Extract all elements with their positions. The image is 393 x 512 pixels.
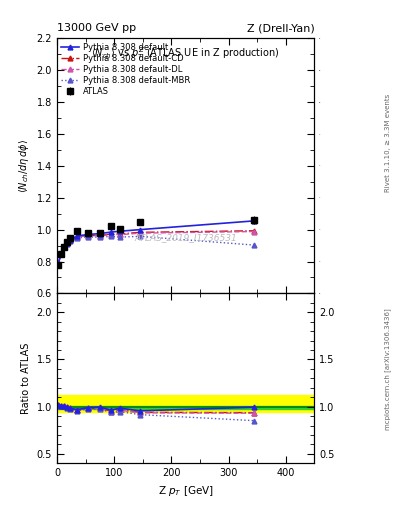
Pythia 8.308 default-MBR [109,233,114,240]
Pythia 8.308 default-CD [62,244,66,250]
Pythia 8.308 default-MBR [138,233,142,240]
Pythia 8.308 default-MBR [62,244,66,250]
Pythia 8.308 default-CD [59,250,64,256]
Bar [57,395,314,412]
Pythia 8.308 default-CD [252,228,257,234]
Line: Pythia 8.308 default-DL: Pythia 8.308 default-DL [56,229,257,266]
Pythia 8.308 default-DL [252,228,257,234]
Text: $\langle N_{ch}\rangle$ vs $p_T^Z$ (ATLAS UE in Z production): $\langle N_{ch}\rangle$ vs $p_T^Z$ (ATLA… [92,45,280,61]
Text: Z (Drell-Yan): Z (Drell-Yan) [247,23,314,33]
Pythia 8.308 default-MBR [56,260,61,266]
Line: Pythia 8.308 default-MBR: Pythia 8.308 default-MBR [56,234,257,266]
Text: 13000 GeV pp: 13000 GeV pp [57,23,136,33]
Pythia 8.308 default-DL [59,250,64,256]
Pythia 8.308 default-DL [75,234,79,240]
Pythia 8.308 default [97,230,102,237]
Line: Pythia 8.308 default: Pythia 8.308 default [56,219,257,266]
Pythia 8.308 default-DL [64,241,69,247]
Pythia 8.308 default-CD [56,260,61,266]
Pythia 8.308 default-MBR [97,234,102,240]
Pythia 8.308 default-DL [62,244,66,250]
Pythia 8.308 default-MBR [64,241,69,247]
Pythia 8.308 default [62,243,66,249]
X-axis label: Z $p_T$ [GeV]: Z $p_T$ [GeV] [158,484,214,498]
Pythia 8.308 default-CD [68,237,72,243]
Pythia 8.308 default-DL [118,231,122,238]
Pythia 8.308 default-MBR [86,234,91,240]
Pythia 8.308 default-MBR [75,235,79,241]
Pythia 8.308 default-MBR [68,238,72,244]
Pythia 8.308 default-CD [64,241,69,247]
Pythia 8.308 default [64,240,69,246]
Pythia 8.308 default [75,233,79,239]
Pythia 8.308 default-DL [109,231,114,238]
Pythia 8.308 default-DL [97,232,102,239]
Pythia 8.308 default-CD [86,232,91,239]
Pythia 8.308 default-DL [138,230,142,236]
Pythia 8.308 default-DL [86,232,91,239]
Legend: Pythia 8.308 default, Pythia 8.308 default-CD, Pythia 8.308 default-DL, Pythia 8: Pythia 8.308 default, Pythia 8.308 defau… [59,41,192,98]
Line: Pythia 8.308 default-CD: Pythia 8.308 default-CD [56,228,257,266]
Y-axis label: $\langle N_{ch}/d\eta\,d\phi\rangle$: $\langle N_{ch}/d\eta\,d\phi\rangle$ [17,139,31,193]
Pythia 8.308 default-DL [56,260,61,266]
Pythia 8.308 default [118,228,122,234]
Pythia 8.308 default [86,231,91,238]
Pythia 8.308 default-MBR [118,234,122,240]
Pythia 8.308 default-CD [109,231,114,237]
Pythia 8.308 default [68,237,72,243]
Pythia 8.308 default [59,250,64,256]
Pythia 8.308 default [252,218,257,224]
Text: ATLAS_2019_I1736531: ATLAS_2019_I1736531 [134,233,237,242]
Pythia 8.308 default-CD [118,231,122,237]
Pythia 8.308 default [138,226,142,232]
Pythia 8.308 default-MBR [59,250,64,256]
Bar [57,406,314,409]
Pythia 8.308 default-CD [138,229,142,236]
Text: mcplots.cern.ch [arXiv:1306.3436]: mcplots.cern.ch [arXiv:1306.3436] [384,308,391,430]
Text: Rivet 3.1.10, ≥ 3.3M events: Rivet 3.1.10, ≥ 3.3M events [385,94,391,193]
Pythia 8.308 default-CD [75,234,79,240]
Y-axis label: Ratio to ATLAS: Ratio to ATLAS [21,343,31,414]
Pythia 8.308 default-MBR [252,242,257,248]
Pythia 8.308 default-DL [68,237,72,243]
Pythia 8.308 default [109,229,114,235]
Pythia 8.308 default [56,260,61,266]
Pythia 8.308 default-CD [97,232,102,239]
